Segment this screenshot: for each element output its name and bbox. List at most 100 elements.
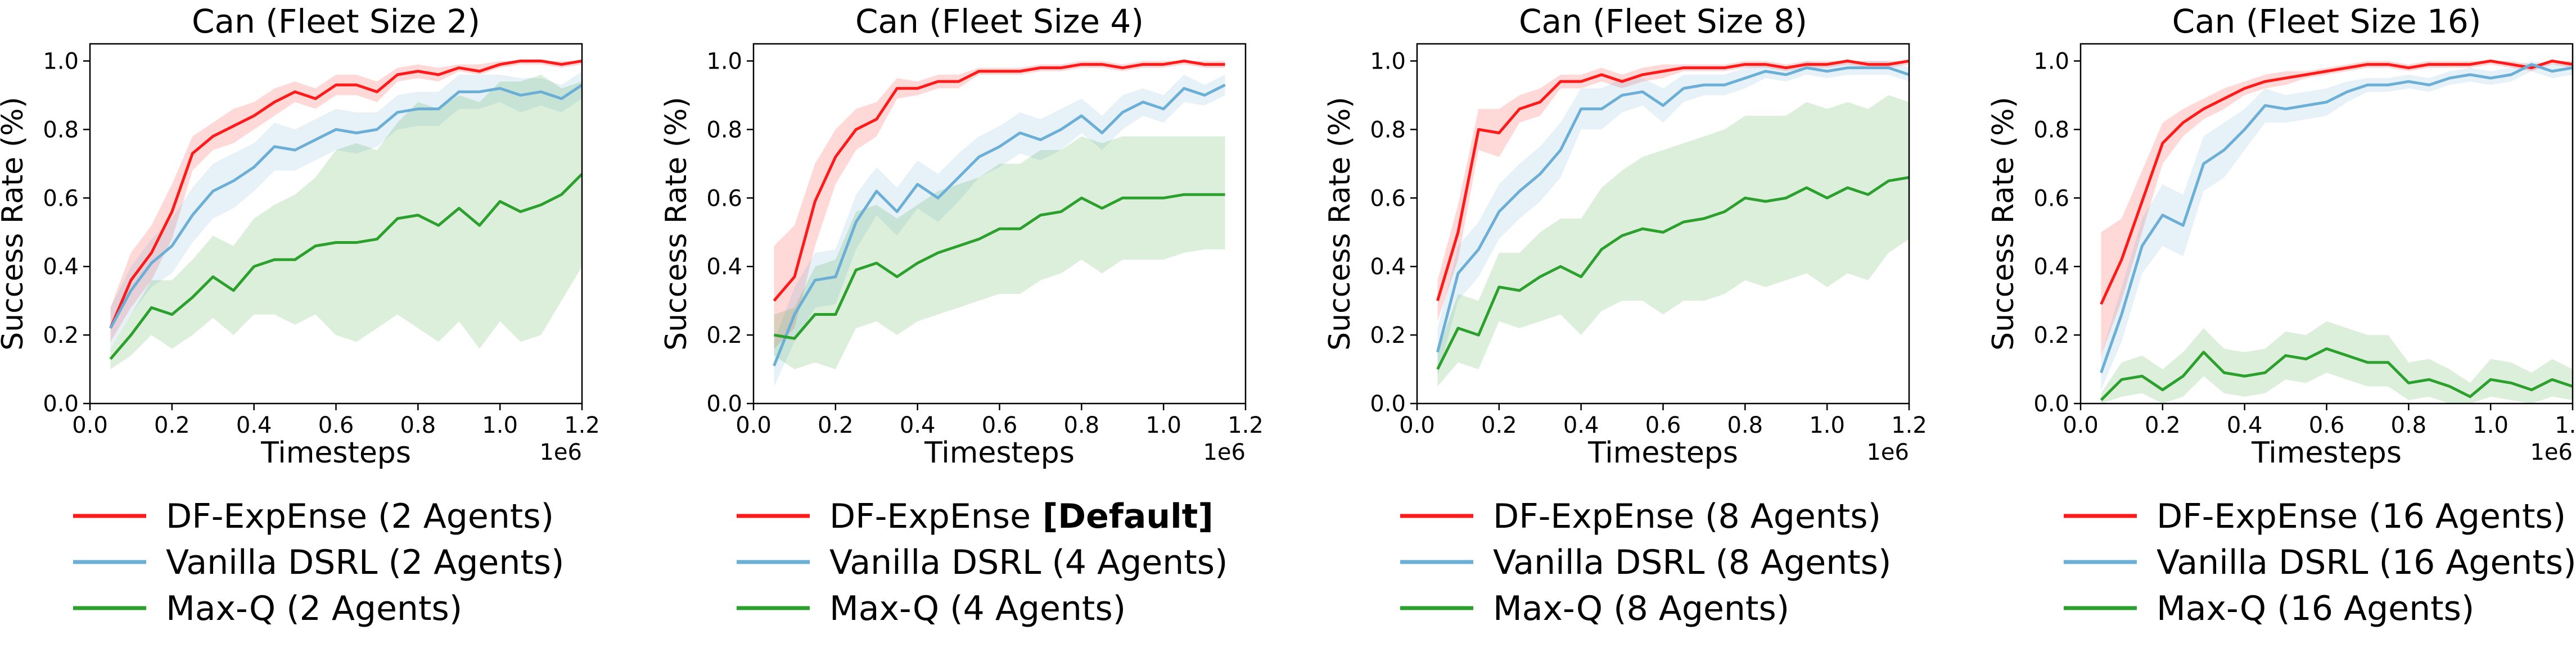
legend-label-2: Vanilla DSRL (2 Agents) xyxy=(166,543,564,582)
y-tick-label: 0.8 xyxy=(2033,117,2069,143)
series-band-1 xyxy=(110,61,582,342)
legend-label-1: DF-ExpEnse (8 Agents) xyxy=(1493,497,1881,536)
chart-title: Can (Fleet Size 4) xyxy=(855,2,1144,40)
legend: DF-ExpEnse (16 Agents) Vanilla DSRL (16 A… xyxy=(2064,497,2576,628)
legend: DF-ExpEnse [Default] Vanilla DSRL (4 Agen… xyxy=(737,497,1228,628)
x-tick-label: 0.2 xyxy=(2145,413,2181,438)
x-offset-label: 1e6 xyxy=(1866,439,1909,465)
legend-text-bold: [Default] xyxy=(1031,497,1213,536)
series-band-3 xyxy=(110,74,582,370)
x-tick-label: 0.2 xyxy=(154,413,190,438)
x-tick-label: 0.0 xyxy=(1399,413,1435,438)
series-line-1 xyxy=(1436,59,1909,301)
legend-label-3: Max-Q (2 Agents) xyxy=(166,589,462,628)
x-tick-label: 0.0 xyxy=(2063,413,2099,438)
series-line-3 xyxy=(1436,176,1909,370)
chart-panel-2: 0.0 0.2 0.4 0.6 0.8 1.0 1.2 0.0 0.2 0.4 0.6 0.8 1.0 1… xyxy=(660,2,1264,628)
x-tick-label: 1.0 xyxy=(482,413,518,438)
y-tick-label: 0.0 xyxy=(1370,391,1406,417)
y-tick-label: 0.6 xyxy=(2033,185,2069,211)
series-band-2 xyxy=(1437,61,1909,377)
legend-label-2: Vanilla DSRL (16 Agents) xyxy=(2157,543,2576,582)
x-tick-label: 0.8 xyxy=(1064,413,1100,438)
y-tick-label: 0.8 xyxy=(1370,117,1406,143)
x-tick-label: 1.0 xyxy=(1809,413,1845,438)
x-axis-label: Timesteps xyxy=(260,436,411,470)
chart-title: Can (Fleet Size 16) xyxy=(2172,2,2482,40)
x-offset-label: 1e6 xyxy=(2530,439,2573,465)
chart-title: Can (Fleet Size 8) xyxy=(1519,2,1807,40)
y-tick-label: 0.6 xyxy=(706,185,742,211)
y-tick-label: 0.4 xyxy=(43,254,79,280)
legend-text: Max-Q (2 Agents) xyxy=(166,589,462,628)
y-tick-label: 0.2 xyxy=(2033,323,2069,348)
y-tick-label: 0.0 xyxy=(43,391,79,417)
x-tick-label: 0.2 xyxy=(818,413,854,438)
y-tick-label: 0.2 xyxy=(706,323,742,348)
series-line-3 xyxy=(2100,347,2573,401)
y-tick-label: 0.2 xyxy=(43,323,79,348)
y-tick-label: 0.4 xyxy=(1370,254,1406,280)
y-tick-label: 1.0 xyxy=(1370,48,1406,74)
series-band-3 xyxy=(2101,321,2573,404)
chart-panel-3: 0.0 0.2 0.4 0.6 0.8 1.0 1.2 0.0 0.2 0.4 0.6 0.8 1.0 1… xyxy=(1323,2,1927,628)
series-band-2 xyxy=(774,74,1225,387)
x-tick-label: 0.4 xyxy=(900,413,936,438)
series-band-2 xyxy=(110,71,582,349)
y-tick-label: 1.0 xyxy=(2033,48,2069,74)
series-line-1 xyxy=(2100,59,2573,305)
legend-label-3: Max-Q (8 Agents) xyxy=(1493,589,1789,628)
series-line-2 xyxy=(109,84,582,329)
series-line-1 xyxy=(109,59,582,329)
legend-text: Max-Q (8 Agents) xyxy=(1493,589,1789,628)
x-tick-label: 0.6 xyxy=(318,413,354,438)
x-axis-label: Timesteps xyxy=(1587,436,1738,470)
legend-text: Vanilla DSRL (4 Agents) xyxy=(829,543,1228,582)
y-axis-label: Success Rate (%) xyxy=(1987,97,2020,351)
legend-label-1: DF-ExpEnse [Default] xyxy=(829,497,1213,536)
legend-text: DF-ExpEnse (2 Agents) xyxy=(166,497,554,536)
x-tick-label: 0.4 xyxy=(1563,413,1599,438)
legend-label-1: DF-ExpEnse (16 Agents) xyxy=(2157,497,2566,536)
chart-title: Can (Fleet Size 2) xyxy=(192,2,480,40)
x-tick-label: 0.4 xyxy=(2227,413,2263,438)
x-tick-label: 0.6 xyxy=(1645,413,1681,438)
x-tick-label: 0.8 xyxy=(2391,413,2427,438)
legend: DF-ExpEnse (8 Agents) Vanilla DSRL (8 Age… xyxy=(1400,497,1891,628)
legend-text: Vanilla DSRL (2 Agents) xyxy=(166,543,564,582)
x-tick-label: 0.6 xyxy=(2309,413,2345,438)
x-tick-label: 0.4 xyxy=(236,413,272,438)
y-axis-label: Success Rate (%) xyxy=(1323,97,1357,351)
x-tick-label: 0.8 xyxy=(400,413,436,438)
series-line-1 xyxy=(773,59,1225,302)
series-band-3 xyxy=(774,136,1225,370)
legend-text: DF-ExpEnse (8 Agents) xyxy=(1493,497,1881,536)
x-tick-label: 1.0 xyxy=(2473,413,2509,438)
y-tick-label: 0.0 xyxy=(706,391,742,417)
y-tick-label: 1.0 xyxy=(706,48,742,74)
x-tick-label: 0.2 xyxy=(1481,413,1517,438)
series-line-2 xyxy=(1436,66,1909,353)
x-tick-label: 1.2 xyxy=(2555,413,2576,438)
series-line-2 xyxy=(773,83,1226,366)
x-tick-label: 0.0 xyxy=(72,413,108,438)
legend-text: Vanilla DSRL (16 Agents) xyxy=(2157,543,2576,582)
y-tick-label: 0.4 xyxy=(2033,254,2069,280)
legend-text: Max-Q (16 Agents) xyxy=(2157,589,2474,628)
x-axis-label: Timesteps xyxy=(2251,436,2402,470)
legend-text: Vanilla DSRL (8 Agents) xyxy=(1493,543,1891,582)
x-offset-label: 1e6 xyxy=(1203,439,1246,465)
x-tick-label: 1.2 xyxy=(1891,413,1927,438)
y-axis-label: Success Rate (%) xyxy=(660,97,693,351)
y-tick-label: 0.8 xyxy=(43,117,79,143)
series-line-3 xyxy=(774,193,1225,340)
series-line-3 xyxy=(109,173,582,360)
series-band-2 xyxy=(2101,61,2573,390)
y-axis-label: Success Rate (%) xyxy=(0,97,30,351)
x-tick-label: 0.0 xyxy=(736,413,772,438)
series-band-3 xyxy=(1437,95,1909,387)
chart-panel-1: 0.0 0.2 0.4 0.6 0.8 1.0 1.2 0.0 0.2 0.4 0.6 0.8 1.0 1… xyxy=(0,2,600,628)
series-line-2 xyxy=(2100,63,2573,373)
y-tick-label: 0.2 xyxy=(1370,323,1406,348)
